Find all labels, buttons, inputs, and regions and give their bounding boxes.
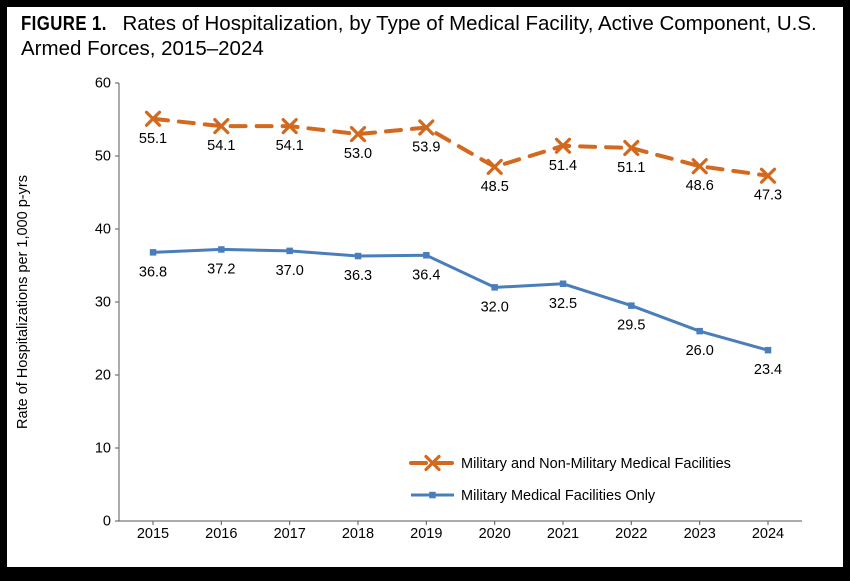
svg-text:51.1: 51.1 [617,160,645,176]
svg-text:29.5: 29.5 [617,318,645,334]
svg-text:2022: 2022 [615,526,647,542]
svg-text:2019: 2019 [410,526,442,542]
svg-text:10: 10 [95,441,111,457]
svg-text:2015: 2015 [137,526,169,542]
svg-text:2018: 2018 [342,526,374,542]
svg-text:Military Medical Facilities On: Military Medical Facilities Only [461,488,656,504]
svg-text:23.4: 23.4 [754,362,782,378]
svg-text:37.2: 37.2 [207,261,235,277]
svg-text:2021: 2021 [547,526,579,542]
svg-text:2023: 2023 [684,526,716,542]
svg-text:36.8: 36.8 [139,264,167,280]
svg-text:51.4: 51.4 [549,158,577,174]
svg-text:2016: 2016 [205,526,237,542]
svg-text:47.3: 47.3 [754,188,782,204]
svg-text:48.6: 48.6 [686,178,714,194]
svg-text:36.4: 36.4 [412,267,440,283]
svg-text:60: 60 [95,76,111,92]
svg-text:2020: 2020 [479,526,511,542]
svg-text:Military and Non-Military Medi: Military and Non-Military Medical Facili… [461,456,731,472]
svg-text:30: 30 [95,295,111,311]
svg-text:26.0: 26.0 [686,343,714,359]
svg-text:37.0: 37.0 [276,263,304,279]
svg-text:0: 0 [103,514,111,530]
svg-text:53.0: 53.0 [344,146,372,162]
svg-text:40: 40 [95,222,111,238]
svg-text:53.9: 53.9 [412,140,440,156]
svg-text:54.1: 54.1 [207,138,235,154]
svg-text:2024: 2024 [752,526,784,542]
svg-text:Rate of Hospitalizations per 1: Rate of Hospitalizations per 1,000 p-yrs [15,175,31,429]
svg-text:36.3: 36.3 [344,268,372,284]
svg-text:2017: 2017 [274,526,306,542]
svg-text:50: 50 [95,149,111,165]
svg-text:54.1: 54.1 [276,138,304,154]
svg-text:32.0: 32.0 [481,299,509,315]
svg-text:55.1: 55.1 [139,131,167,147]
svg-text:20: 20 [95,368,111,384]
svg-text:32.5: 32.5 [549,296,577,312]
svg-text:48.5: 48.5 [481,179,509,195]
